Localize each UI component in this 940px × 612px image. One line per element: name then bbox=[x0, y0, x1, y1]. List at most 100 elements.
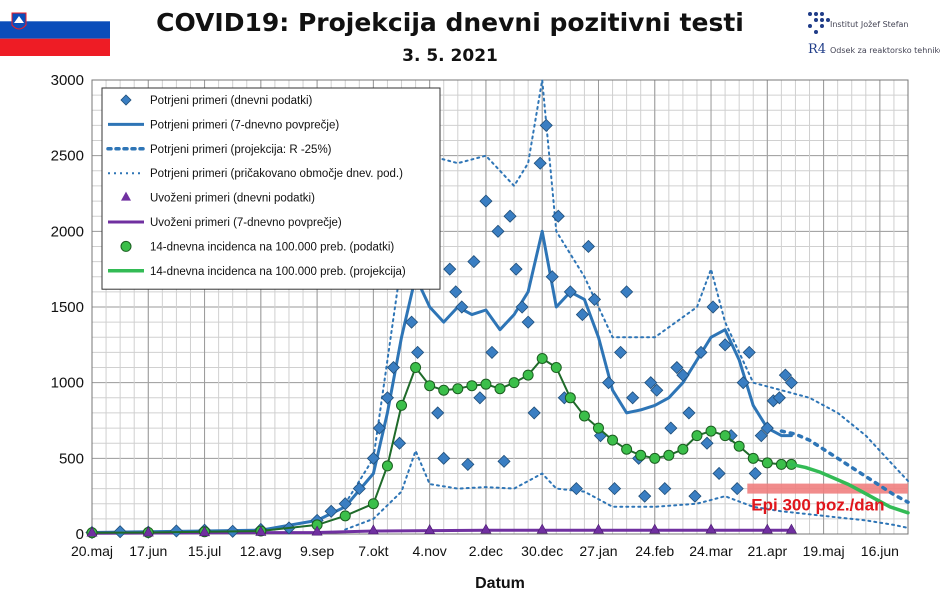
daily-case-point bbox=[455, 300, 469, 314]
series-layer bbox=[85, 79, 910, 540]
daily-case-point bbox=[748, 466, 762, 481]
x-tick-label: 9.sep bbox=[300, 543, 334, 559]
projection-line bbox=[779, 429, 910, 504]
legend: Potrjeni primeri (dnevni podatki) Potrjen… bbox=[101, 87, 441, 290]
daily-case-point bbox=[527, 406, 541, 420]
daily-case-point bbox=[431, 406, 445, 420]
y-axis-ticks: 0 500 1000 1500 2000 2500 3000 bbox=[51, 72, 84, 543]
daily-case-point bbox=[324, 504, 338, 518]
seven-day-average-line bbox=[90, 229, 793, 534]
daily-case-point bbox=[620, 285, 634, 299]
daily-case-point bbox=[682, 406, 696, 420]
daily-case-point bbox=[545, 270, 559, 284]
y-tick-label: 0 bbox=[76, 526, 84, 543]
imported-case-point bbox=[761, 523, 773, 534]
threshold-band bbox=[747, 483, 908, 494]
daily-case-point bbox=[563, 285, 577, 299]
slovenia-flag bbox=[0, 4, 110, 56]
incidence-point bbox=[649, 452, 661, 464]
legend-item: 14-dnevna incidenca na 100.000 preb. (po… bbox=[120, 240, 394, 253]
imported-case-point bbox=[592, 523, 604, 534]
daily-case-point bbox=[461, 457, 475, 471]
daily-case-point bbox=[778, 368, 792, 382]
incidence-point bbox=[494, 383, 506, 395]
imported-case-point bbox=[649, 523, 661, 534]
daily-case-point bbox=[491, 224, 505, 238]
incidence-point bbox=[775, 458, 787, 470]
y-tick-label: 3000 bbox=[51, 72, 84, 89]
daily-case-point bbox=[392, 436, 407, 450]
daily-case-point bbox=[760, 421, 774, 435]
legend-label: Uvoženi primeri (dnevni podatki) bbox=[150, 193, 315, 205]
x-tick-label: 24.mar bbox=[689, 543, 733, 559]
imported-case-point bbox=[536, 523, 548, 534]
daily-case-point bbox=[730, 482, 744, 496]
daily-case-point bbox=[700, 436, 714, 450]
daily-case-point bbox=[706, 300, 720, 314]
daily-case-point bbox=[497, 454, 511, 468]
y-tick-label: 1500 bbox=[51, 299, 84, 316]
incidence-point bbox=[480, 378, 492, 390]
daily-case-point bbox=[338, 497, 352, 511]
incidence-point bbox=[452, 383, 464, 395]
daily-case-point bbox=[736, 376, 750, 390]
daily-case-point bbox=[437, 451, 451, 465]
incidence-point bbox=[339, 510, 351, 522]
legend-label: 14-dnevna incidenca na 100.000 preb. (po… bbox=[150, 241, 394, 253]
legend-item: Potrjeni primeri (dnevni podatki) bbox=[120, 94, 313, 107]
x-tick-label: 17.jun bbox=[129, 543, 167, 559]
imported-case-point bbox=[424, 524, 436, 534]
legend-label: Potrjeni primeri (7-dnevno povprečje) bbox=[150, 119, 339, 131]
legend-circle-icon bbox=[120, 240, 132, 252]
daily-case-point bbox=[742, 345, 756, 359]
daily-case-point bbox=[539, 118, 553, 132]
epi-threshold-annotation: Epi 300 poz./dan bbox=[751, 496, 884, 515]
incidence-point bbox=[733, 440, 745, 452]
imported-case-point bbox=[142, 526, 154, 537]
daily-case-point bbox=[718, 338, 732, 352]
ijs-logo-icon bbox=[808, 12, 830, 34]
daily-case-point bbox=[551, 209, 565, 223]
daily-case-point bbox=[614, 345, 628, 359]
legend-diamond-icon bbox=[120, 94, 132, 106]
y-tick-label: 2500 bbox=[51, 148, 84, 165]
legend-box bbox=[101, 87, 441, 290]
daily-case-point bbox=[533, 156, 547, 170]
incidence-point bbox=[424, 380, 436, 392]
daily-case-point bbox=[467, 255, 481, 269]
daily-case-point bbox=[503, 209, 517, 223]
x-tick-label: 19.maj bbox=[803, 543, 845, 559]
legend-item: Potrjeni primeri (pričakovano območje dn… bbox=[108, 168, 403, 180]
plot-frame bbox=[91, 79, 909, 535]
x-axis-label: Datum bbox=[475, 575, 525, 592]
daily-case-point bbox=[515, 300, 529, 314]
incidence-point bbox=[578, 410, 590, 422]
daily-case-point bbox=[676, 368, 690, 382]
incidence-point bbox=[381, 460, 393, 472]
daily-case-point bbox=[694, 345, 708, 359]
daily-case-point bbox=[575, 308, 589, 322]
daily-case-point bbox=[658, 482, 672, 496]
incidence-point bbox=[691, 430, 703, 442]
department-name: Odsek za reaktorsko tehniko bbox=[830, 46, 940, 55]
daily-case-point bbox=[405, 315, 419, 329]
daily-case-point bbox=[688, 489, 702, 503]
legend-label: Potrjeni primeri (dnevni podatki) bbox=[150, 95, 313, 107]
x-tick-label: 20.maj bbox=[71, 543, 113, 559]
x-tick-label: 15.jul bbox=[188, 543, 221, 559]
legend-item: Potrjeni primeri (projekcija: R -25%) bbox=[106, 144, 332, 156]
incidence-point bbox=[747, 452, 759, 464]
incidence-point bbox=[719, 430, 731, 442]
incidence-point bbox=[367, 498, 379, 510]
chart-title: COVID19: Projekcija dnevni pozitivni tes… bbox=[156, 8, 744, 37]
x-tick-label: 27.jan bbox=[579, 543, 617, 559]
expected-range-lower-line bbox=[344, 449, 909, 531]
imported-case-point bbox=[367, 524, 379, 535]
x-tick-label: 4.nov bbox=[413, 543, 447, 559]
daily-case-point bbox=[650, 383, 664, 397]
y-tick-label: 1000 bbox=[51, 375, 84, 392]
daily-case-point bbox=[521, 315, 535, 329]
y-tick-label: 500 bbox=[59, 450, 84, 467]
incidence-point bbox=[438, 384, 450, 396]
incidence-point bbox=[761, 457, 773, 469]
